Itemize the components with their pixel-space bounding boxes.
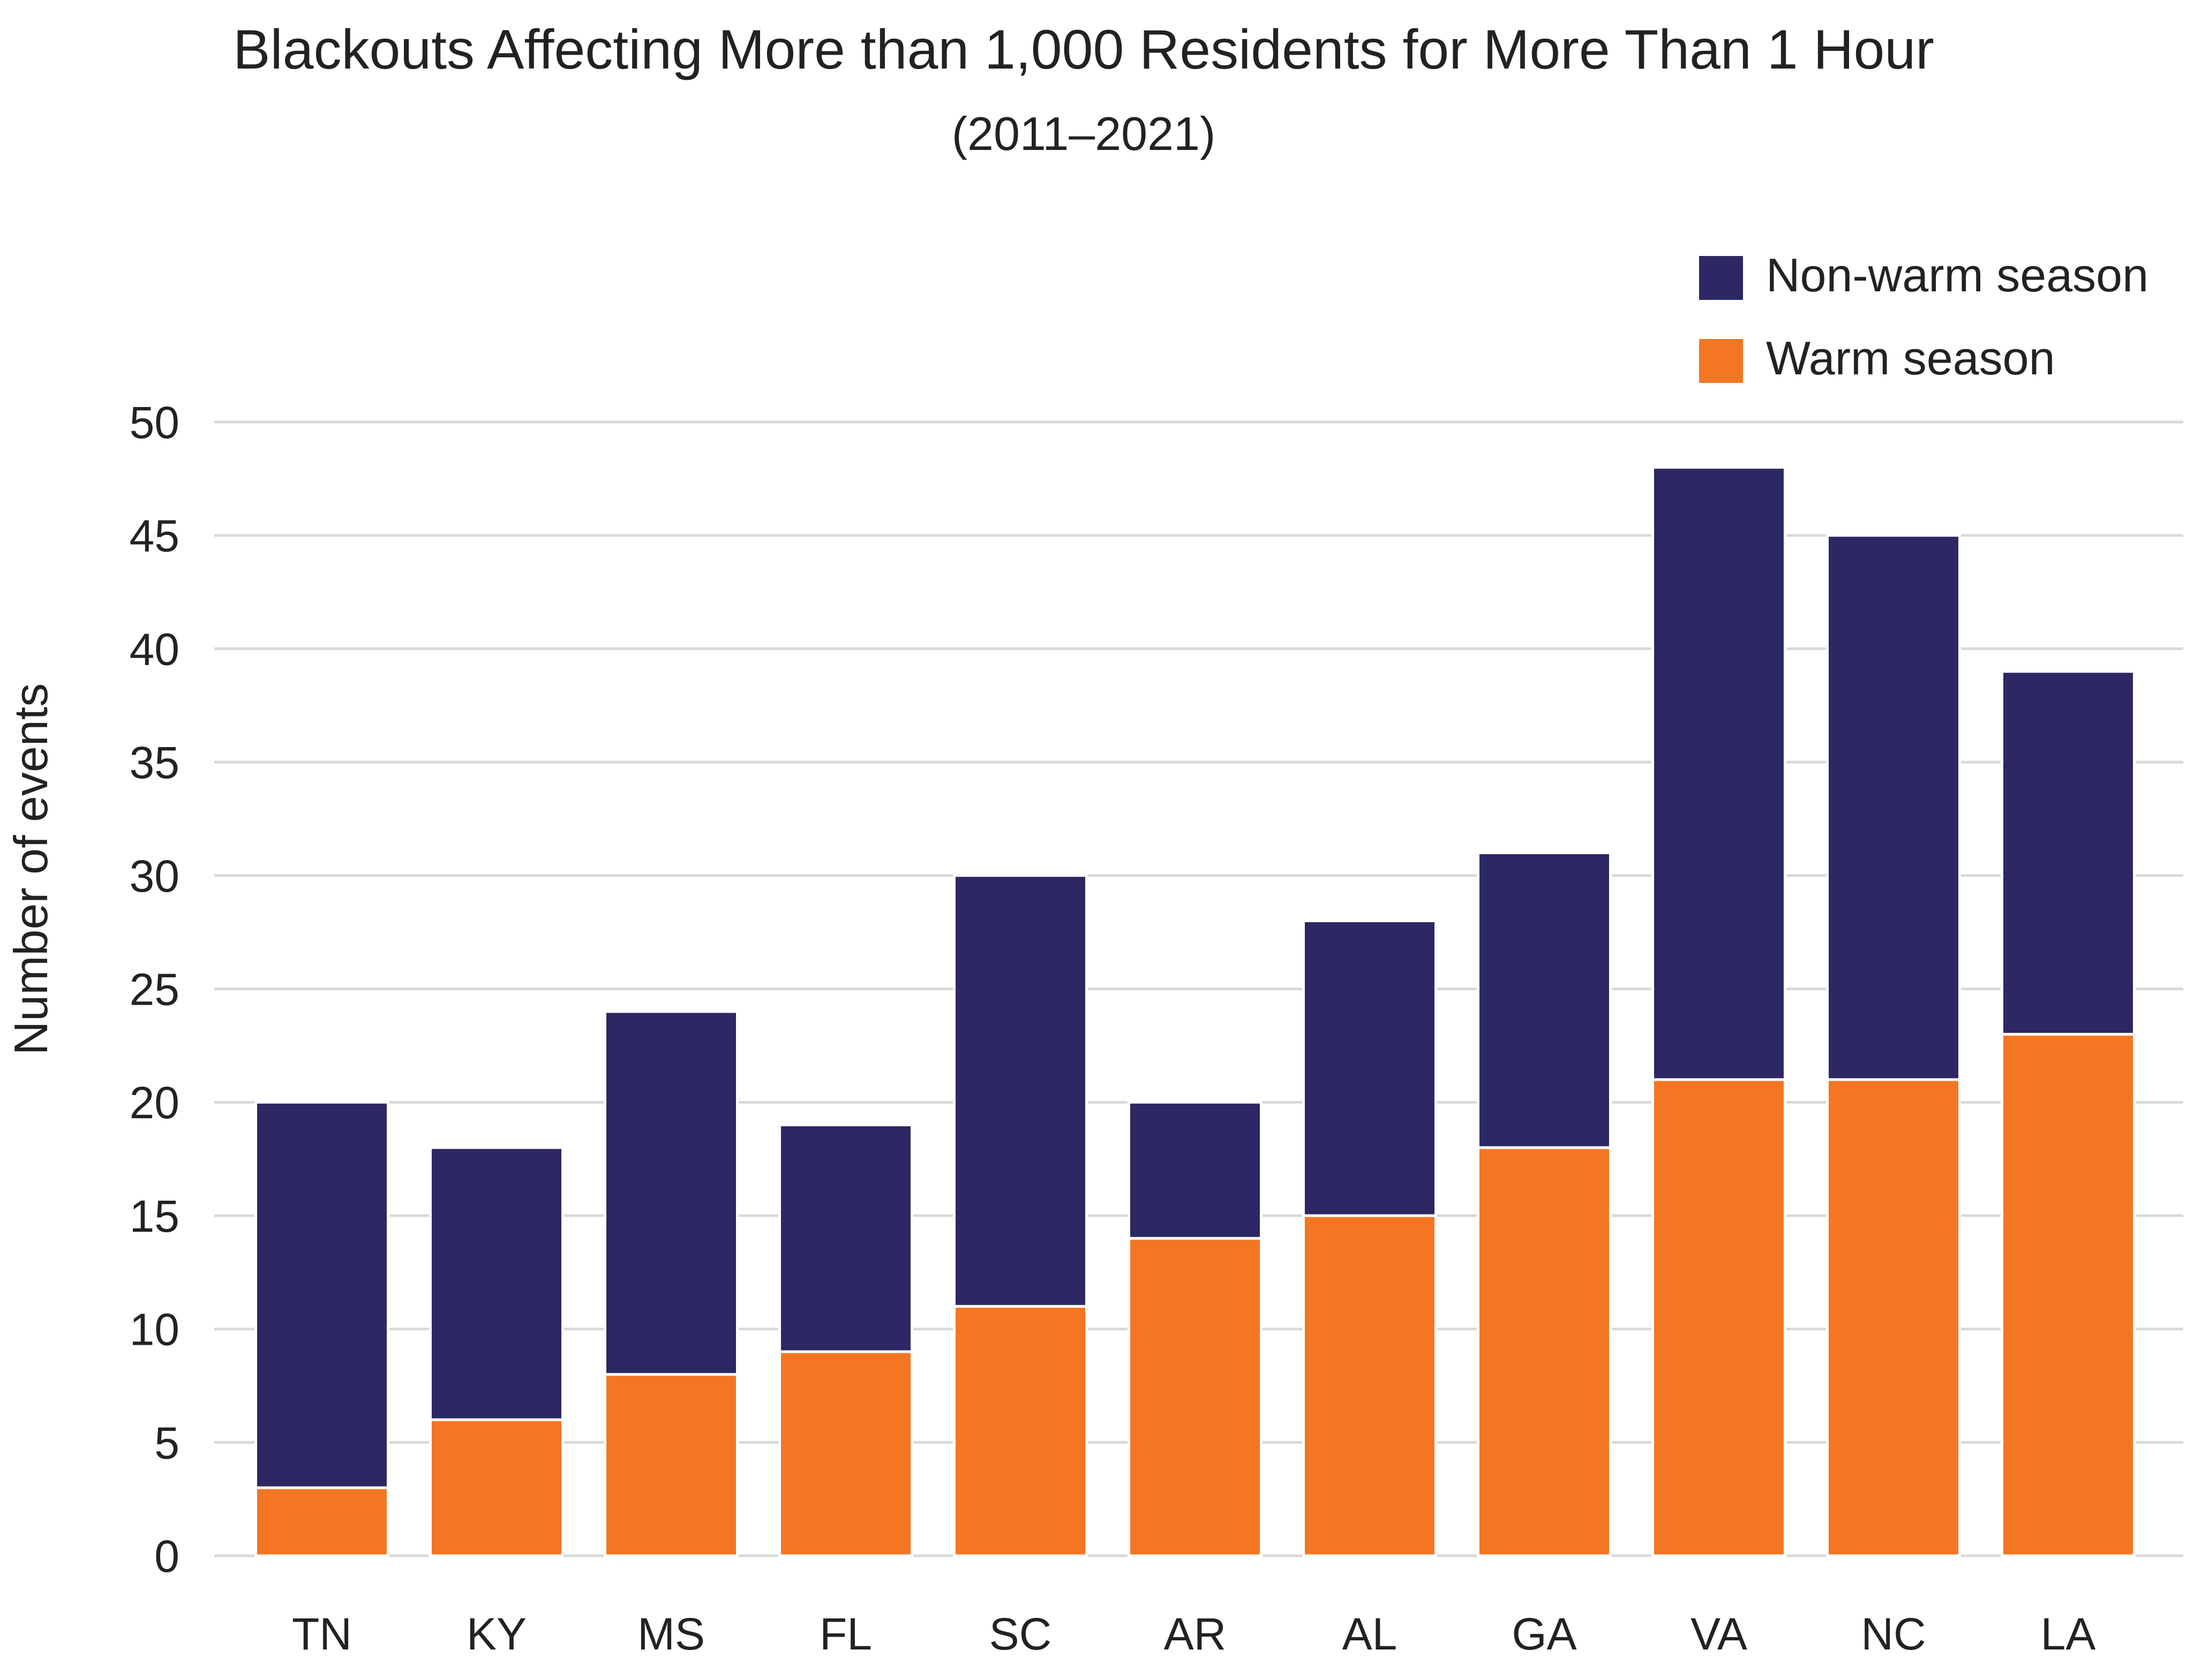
bar-segment: [1302, 919, 1437, 1217]
bar-segment: [1128, 1101, 1263, 1240]
x-tick-label: AR: [1164, 1609, 1227, 1659]
y-tick-label: 15: [130, 1191, 179, 1241]
bars: [254, 466, 2136, 1557]
bar-segment: [1477, 1146, 1612, 1557]
x-tick-label: FL: [820, 1609, 872, 1659]
bar-segment: [604, 1010, 739, 1376]
chart-subtitle: (2011–2021): [952, 107, 1216, 160]
bar-segment: [254, 1101, 389, 1489]
x-tick-label: AL: [1342, 1609, 1397, 1659]
bar-segment: [1477, 851, 1612, 1149]
bar-segment: [2001, 670, 2136, 1036]
bar-segment: [429, 1418, 564, 1557]
y-tick-label: 20: [130, 1078, 179, 1128]
bar-segment: [778, 1124, 913, 1353]
y-tick-label: 25: [130, 965, 179, 1015]
bar-segment: [1651, 466, 1786, 1081]
x-axis-ticks: TN KY MS FL SC AR AL GA VA NC LA: [292, 1609, 2095, 1659]
y-axis-ticks: 0 5 10 15 20 25 30 35 40 45 50: [130, 397, 179, 1581]
x-tick-label: NC: [1861, 1609, 1926, 1659]
legend: Non-warm season Warm season: [1699, 248, 2148, 385]
y-tick-label: 30: [130, 851, 179, 901]
legend-label: Warm season: [1766, 332, 2055, 385]
x-tick-label: KY: [467, 1609, 527, 1659]
bar-segment: [1826, 1078, 1961, 1557]
x-tick-label: TN: [292, 1609, 352, 1659]
y-tick-label: 5: [154, 1418, 179, 1468]
bar-segment: [953, 874, 1088, 1308]
bar-segment: [1826, 534, 1961, 1081]
legend-label: Non-warm season: [1766, 248, 2148, 302]
y-tick-label: 45: [130, 511, 179, 561]
chart-title: Blackouts Affecting More than 1,000 Resi…: [233, 19, 1934, 81]
y-tick-label: 40: [130, 624, 179, 674]
y-axis-label: Number of events: [4, 683, 57, 1056]
bar-segment: [1651, 1078, 1786, 1557]
bar-segment: [1128, 1237, 1263, 1557]
x-tick-label: SC: [989, 1609, 1052, 1659]
x-tick-label: VA: [1690, 1609, 1747, 1659]
bar-segment: [604, 1373, 739, 1557]
bar-segment: [953, 1305, 1088, 1557]
bar-segment: [2001, 1033, 2136, 1557]
legend-swatch: [1699, 256, 1743, 300]
x-tick-label: LA: [2041, 1609, 2096, 1659]
bar-segment: [429, 1146, 564, 1421]
y-tick-label: 50: [130, 397, 179, 448]
y-tick-label: 35: [130, 737, 179, 788]
bar-segment: [1302, 1214, 1437, 1557]
y-tick-label: 0: [154, 1531, 179, 1581]
bar-segment: [778, 1350, 913, 1557]
bar-segment: [254, 1486, 389, 1557]
legend-swatch: [1699, 339, 1743, 383]
y-tick-label: 10: [130, 1305, 179, 1355]
x-tick-label: MS: [637, 1609, 705, 1659]
x-tick-label: GA: [1512, 1609, 1576, 1659]
